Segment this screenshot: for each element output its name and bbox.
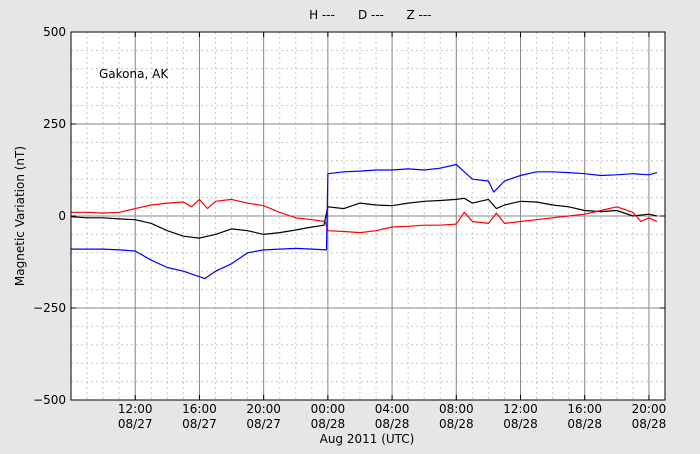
x-tick-label-date: 08/28 bbox=[503, 417, 538, 431]
x-tick-label-time: 16:00 bbox=[567, 402, 602, 416]
series-line-z bbox=[71, 163, 658, 280]
series-line-h bbox=[70, 197, 658, 239]
x-tick-label-date: 08/27 bbox=[246, 417, 281, 431]
x-tick-label-time: 16:00 bbox=[182, 402, 217, 416]
ticks: −500−250025050012:0008/2716:0008/2720:00… bbox=[33, 25, 666, 431]
x-tick-label-date: 08/27 bbox=[182, 417, 217, 431]
legend-d: D --- bbox=[358, 8, 384, 22]
x-tick-label-date: 08/28 bbox=[567, 417, 602, 431]
x-tick-label-date: 08/28 bbox=[439, 417, 474, 431]
x-tick-label-date: 08/27 bbox=[118, 417, 153, 431]
x-tick-label-time: 12:00 bbox=[503, 402, 538, 416]
y-tick-label: 500 bbox=[43, 25, 66, 39]
legend: H --- D --- Z --- bbox=[309, 8, 431, 22]
x-tick-label-date: 08/28 bbox=[375, 417, 410, 431]
x-tick-label-time: 20:00 bbox=[246, 402, 281, 416]
y-tick-label: −500 bbox=[33, 393, 66, 407]
x-axis-label: Aug 2011 (UTC) bbox=[320, 432, 415, 446]
y-tick-label: 0 bbox=[58, 209, 66, 223]
x-tick-label-date: 08/28 bbox=[632, 417, 667, 431]
legend-z: Z --- bbox=[406, 8, 431, 22]
station-annotation: Gakona, AK bbox=[99, 67, 169, 81]
x-tick-label-date: 08/28 bbox=[311, 417, 346, 431]
y-axis-label: Magnetic Variation (nT) bbox=[13, 146, 27, 286]
x-tick-label-time: 04:00 bbox=[375, 402, 410, 416]
x-tick-label-time: 20:00 bbox=[632, 402, 667, 416]
plot-frame bbox=[70, 31, 666, 401]
x-tick-label-time: 12:00 bbox=[118, 402, 153, 416]
y-tick-label: 250 bbox=[43, 117, 66, 131]
series-line-d bbox=[71, 198, 658, 234]
series-group bbox=[70, 163, 658, 280]
y-tick-label: −250 bbox=[33, 301, 66, 315]
x-tick-label-time: 00:00 bbox=[311, 402, 346, 416]
legend-h: H --- bbox=[309, 8, 335, 22]
x-tick-label-time: 08:00 bbox=[439, 402, 474, 416]
